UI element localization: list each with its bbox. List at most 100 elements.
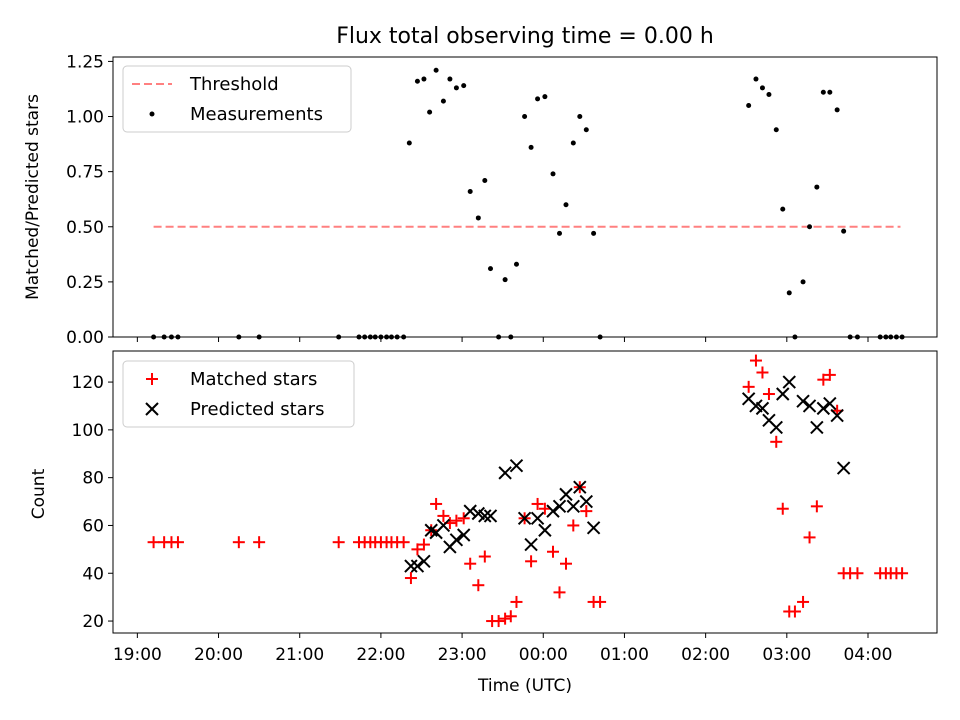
matched-star-point: [559, 557, 572, 570]
measurement-point: [759, 85, 765, 91]
measurement-point: [542, 94, 548, 100]
measurement-point: [827, 89, 833, 95]
bottom-x-tick-label: 21:00: [275, 645, 324, 665]
predicted-star-point: [457, 528, 471, 542]
legend-measurements-marker: [149, 111, 155, 117]
legend-measurements-label: Measurements: [190, 104, 323, 125]
predicted-star-point: [463, 504, 477, 518]
bottom-x-tick-label: 00:00: [519, 645, 568, 665]
matched-star-point: [397, 536, 410, 549]
matched-star-point: [788, 605, 801, 618]
measurement-point: [766, 91, 772, 97]
measurement-point: [406, 140, 412, 146]
measurement-point: [467, 188, 473, 194]
bottom-y-tick-label: 20: [82, 612, 104, 632]
measurement-point: [550, 171, 556, 177]
legend-predicted-marker: [145, 402, 159, 416]
measurement-point: [557, 230, 563, 236]
predicted-star-point: [782, 375, 796, 389]
predicted-star-point: [546, 504, 560, 518]
measurement-point: [807, 224, 813, 230]
matched-star-point: [823, 368, 836, 381]
measurement-point: [502, 277, 508, 283]
predicted-star-point: [796, 394, 810, 408]
predicted-star-point: [517, 511, 532, 525]
measurement-point: [427, 109, 433, 115]
matched-star-point: [253, 536, 266, 549]
measurement-point: [780, 206, 786, 212]
matched-star-point: [147, 536, 160, 549]
top-legend-box: [122, 65, 352, 133]
predicted-star-point: [530, 511, 545, 525]
measurement-point: [814, 184, 820, 190]
predicted-star-point: [524, 537, 538, 552]
measurement-point: [461, 83, 467, 89]
matched-star-point: [749, 354, 762, 367]
measurement-point: [440, 98, 446, 104]
bottom-x-tick-label: 03:00: [762, 645, 811, 665]
matched-star-point: [504, 610, 517, 623]
bottom-x-tick-label: 20:00: [194, 645, 243, 665]
matched-star-point: [580, 505, 593, 518]
predicted-star-point: [478, 509, 492, 523]
bottom-plot-area: [147, 354, 909, 628]
bottom-x-tick-label: 22:00: [356, 645, 405, 665]
measurement-point: [800, 279, 806, 285]
bottom-legend-box: [122, 360, 355, 428]
matched-star-point: [472, 579, 485, 592]
matched-star-point: [499, 612, 512, 625]
bottom-y-tick-label: 100: [72, 421, 104, 441]
predicted-star-point: [586, 521, 601, 535]
bottom-x-axis-label: Time (UTC): [477, 676, 572, 696]
top-y-tick-label: 0.00: [66, 328, 104, 348]
predicted-star-point: [449, 533, 464, 547]
matched-star-point: [332, 536, 345, 549]
predicted-star-point: [816, 401, 831, 416]
bottom-axes-frame: [112, 350, 938, 634]
predicted-star-point: [823, 396, 837, 411]
bottom-panel: 20 40 60 80 100 120 19:00 20:00 21:00 22:00 23:00…: [29, 350, 938, 696]
bottom-legend: Matched stars Predicted stars: [122, 360, 355, 428]
matched-star-point: [770, 435, 783, 448]
measurement-point: [513, 261, 519, 267]
matched-star-point: [776, 502, 789, 515]
measurement-point: [482, 177, 488, 183]
top-axes-frame: [112, 56, 938, 338]
predicted-star-point: [410, 559, 425, 573]
measurement-point: [746, 103, 752, 109]
bottom-y-tick-label: 120: [72, 373, 104, 393]
predicted-star-point: [579, 494, 593, 509]
matched-star-point: [510, 595, 523, 608]
bottom-x-tick-label: 04:00: [843, 645, 892, 665]
matched-star-point: [567, 519, 580, 532]
top-y-tick-label: 1.25: [66, 52, 104, 72]
top-y-axis-label: Matched/Predicted stars: [23, 94, 43, 300]
matched-star-point: [896, 567, 909, 580]
predicted-star-point: [509, 459, 524, 473]
measurement-point: [753, 76, 759, 82]
matched-star-point: [742, 380, 755, 393]
predicted-star-point: [552, 499, 567, 514]
measurement-point: [522, 114, 528, 120]
predicted-star-point: [538, 523, 552, 537]
predicted-star-point: [776, 387, 790, 401]
predicted-star-point: [559, 487, 573, 502]
matched-star-point: [762, 388, 775, 401]
chart-title: Flux total observing time = 0.00 h: [336, 24, 714, 49]
matched-star-point: [547, 545, 560, 558]
measurement-point: [487, 266, 493, 272]
measurement-point: [591, 230, 597, 236]
matched-star-point: [797, 595, 810, 608]
predicted-star-point: [483, 509, 498, 523]
top-panel: 0.00 0.25 0.50 0.75 1.00 1.25 Matched/Predict…: [23, 52, 938, 348]
bottom-x-tick-label: 23:00: [438, 645, 487, 665]
top-x-axis: [136, 337, 869, 342]
matched-star-point: [594, 595, 607, 608]
bottom-y-tick-label: 40: [82, 564, 104, 584]
matched-star-point: [810, 500, 823, 513]
matched-star-point: [232, 536, 245, 549]
measurement-point: [453, 85, 459, 91]
matched-star-point: [404, 572, 417, 585]
matched-star-point: [492, 615, 505, 628]
measurement-point: [583, 127, 589, 133]
